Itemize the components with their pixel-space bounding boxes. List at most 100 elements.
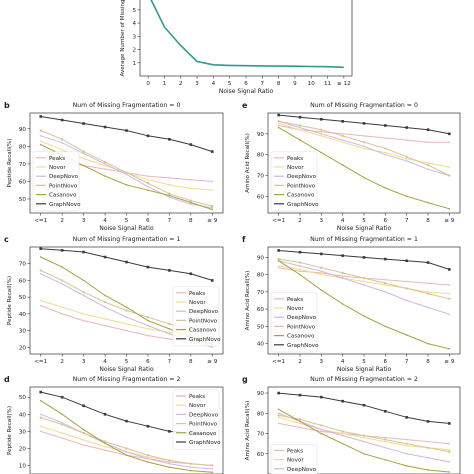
y-tick-label: 30 [19,329,27,335]
data-point [39,135,42,137]
data-point [363,284,365,286]
data-point [362,256,366,259]
legend-label: Casanovo [49,193,77,199]
y-axis-label: Peptide Recall(%) [7,138,13,187]
data-point [320,430,323,433]
data-point [168,138,171,141]
data-point [299,126,301,129]
legend: Peaks Novor DeepNovo PointNovo Casanovo Graph… [270,151,319,212]
data-point [210,279,214,282]
data-point [320,424,323,427]
data-point [299,139,301,141]
data-point [298,250,302,254]
data-point [277,249,280,252]
data-point [104,164,106,167]
x-tick-label: 8 [277,81,281,87]
data-point [147,456,149,458]
data-point [39,256,42,258]
y-tick-label: 70 [257,432,265,438]
x-tick-label: 3 [320,359,324,365]
data-point [189,143,193,146]
data-point [277,257,280,261]
data-point [448,208,451,210]
data-point [104,445,106,448]
legend-label: Novor [49,165,66,171]
data-point [341,271,344,275]
x-tick-label: 6 [146,359,150,365]
x-axis-label: Noise Signal Ratio [337,225,392,232]
x-tick-label: 0 [146,81,150,87]
legend-label: Novor [287,306,304,312]
y-tick-label: 50 [19,197,27,203]
legend-label: DeepNovo [287,174,317,180]
data-point [168,333,171,335]
legend-label: DeepNovo [287,467,317,473]
data-point [60,138,64,141]
data-point [448,141,451,143]
x-tick-label: <=1 [272,359,285,365]
y-tick-label: 30 [19,429,27,435]
data-point [341,141,344,143]
plot-frame [139,0,353,77]
data-point [363,440,365,443]
data-point [277,414,280,417]
data-point [61,266,63,268]
x-tick-label: 2 [298,218,302,224]
data-point [384,436,387,439]
y-tick-label: 60 [19,278,27,284]
data-point [426,163,430,167]
y-axis-label: Amino Acid Recall(%) [245,401,251,461]
data-point [427,342,429,345]
data-point [320,252,323,256]
data-point [39,143,42,146]
data-point [341,254,344,257]
data-point [448,174,451,177]
plot-area [277,249,451,350]
legend-label: DeepNovo [287,315,317,321]
series-casanovo [39,399,214,474]
data-point [448,268,451,271]
data-point [211,189,214,191]
data-point [341,430,344,433]
data-point [277,266,280,269]
data-point [405,334,408,336]
series-graphnovo [277,113,451,136]
data-point [362,276,366,280]
data-point [104,163,106,165]
x-tick-label: 8 [426,218,430,224]
data-point [363,147,365,150]
data-point [147,461,149,463]
data-point [190,203,192,206]
y-tick-label: 70 [19,162,27,168]
series-pointnovo [277,414,451,453]
data-point [384,325,387,328]
x-tick-label: 4 [103,218,107,224]
legend-label: PointNovo [287,183,316,189]
data-point [190,187,192,190]
data-point [448,292,451,295]
data-point [39,425,42,428]
data-point [405,465,408,467]
y-tick-label: 80 [257,411,265,417]
x-tick-label: 11 [324,81,332,87]
y-tick-label: 2 [132,48,136,54]
data-point [61,149,63,151]
data-point [146,265,150,269]
data-point [82,152,85,155]
y-tick-label: 90 [257,132,265,138]
x-axis-label: Noise Signal Ratio [99,225,154,232]
data-point [147,175,149,177]
data-point [384,438,387,441]
series-casanovo [277,126,451,210]
series-graphnovo [277,249,451,271]
panel-e: Num of Missing Fragmentation = 0 e <=1 2 3 4 5… [242,101,461,232]
x-tick-label: 6 [384,218,388,224]
x-tick-label: 10 [308,81,316,87]
panel-top: 0 1 2 3 4 5 6 7 8 9 10 11 ≥ 12 Noise Signal Ratio 1 2 3 4… [120,0,353,95]
series-line [278,265,450,295]
data-point [147,189,149,191]
panel-title: Num of Missing Fragmentation = 2 [310,376,418,383]
data-point [168,338,171,340]
data-point [82,431,85,435]
data-point [299,273,301,276]
